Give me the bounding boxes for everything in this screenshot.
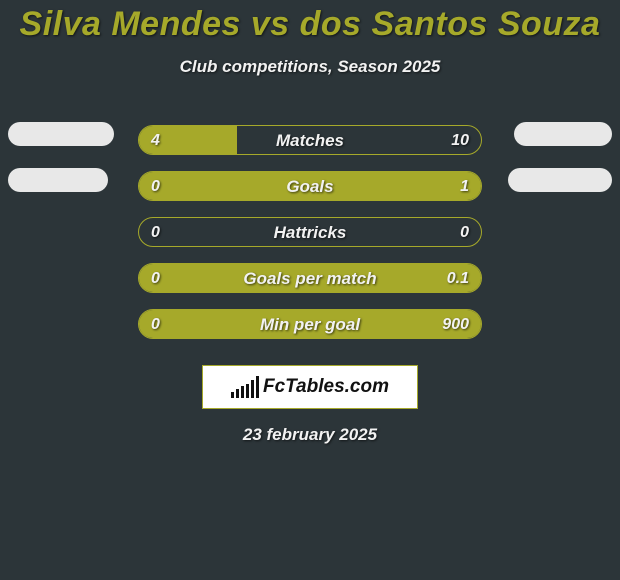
infographic-root: Silva Mendes vs dos Santos Souza Club co… <box>0 0 620 445</box>
page-title: Silva Mendes vs dos Santos Souza <box>20 6 601 43</box>
stat-value-right: 900 <box>442 310 469 339</box>
stat-row: 0Hattricks0 <box>0 209 620 255</box>
infographic-date: 23 february 2025 <box>243 425 377 445</box>
stat-bar: 0Goals1 <box>138 171 482 201</box>
stat-label: Goals <box>139 172 481 201</box>
stat-row: 0Min per goal900 <box>0 301 620 347</box>
stat-bar: 0Hattricks0 <box>138 217 482 247</box>
stat-label: Goals per match <box>139 264 481 293</box>
stat-row: 0Goals per match0.1 <box>0 255 620 301</box>
player-pill-left <box>8 168 108 192</box>
stat-label: Matches <box>139 126 481 155</box>
player-pill-right <box>508 168 612 192</box>
stat-bar: 0Goals per match0.1 <box>138 263 482 293</box>
stat-value-right: 0.1 <box>447 264 469 293</box>
stat-bar: 4Matches10 <box>138 125 482 155</box>
logo-text: FcTables.com <box>263 376 389 398</box>
fctables-logo: FcTables.com <box>202 365 418 409</box>
stat-value-right: 10 <box>451 126 469 155</box>
stats-container: 4Matches100Goals10Hattricks00Goals per m… <box>0 117 620 347</box>
player-pill-right <box>514 122 612 146</box>
stat-label: Hattricks <box>139 218 481 247</box>
stat-value-right: 0 <box>460 218 469 247</box>
stat-value-right: 1 <box>460 172 469 201</box>
player-pill-left <box>8 122 114 146</box>
stat-row: 0Goals1 <box>0 163 620 209</box>
stat-row: 4Matches10 <box>0 117 620 163</box>
stat-bar: 0Min per goal900 <box>138 309 482 339</box>
stat-label: Min per goal <box>139 310 481 339</box>
page-subtitle: Club competitions, Season 2025 <box>180 57 441 77</box>
logo-bars-icon <box>231 376 259 398</box>
